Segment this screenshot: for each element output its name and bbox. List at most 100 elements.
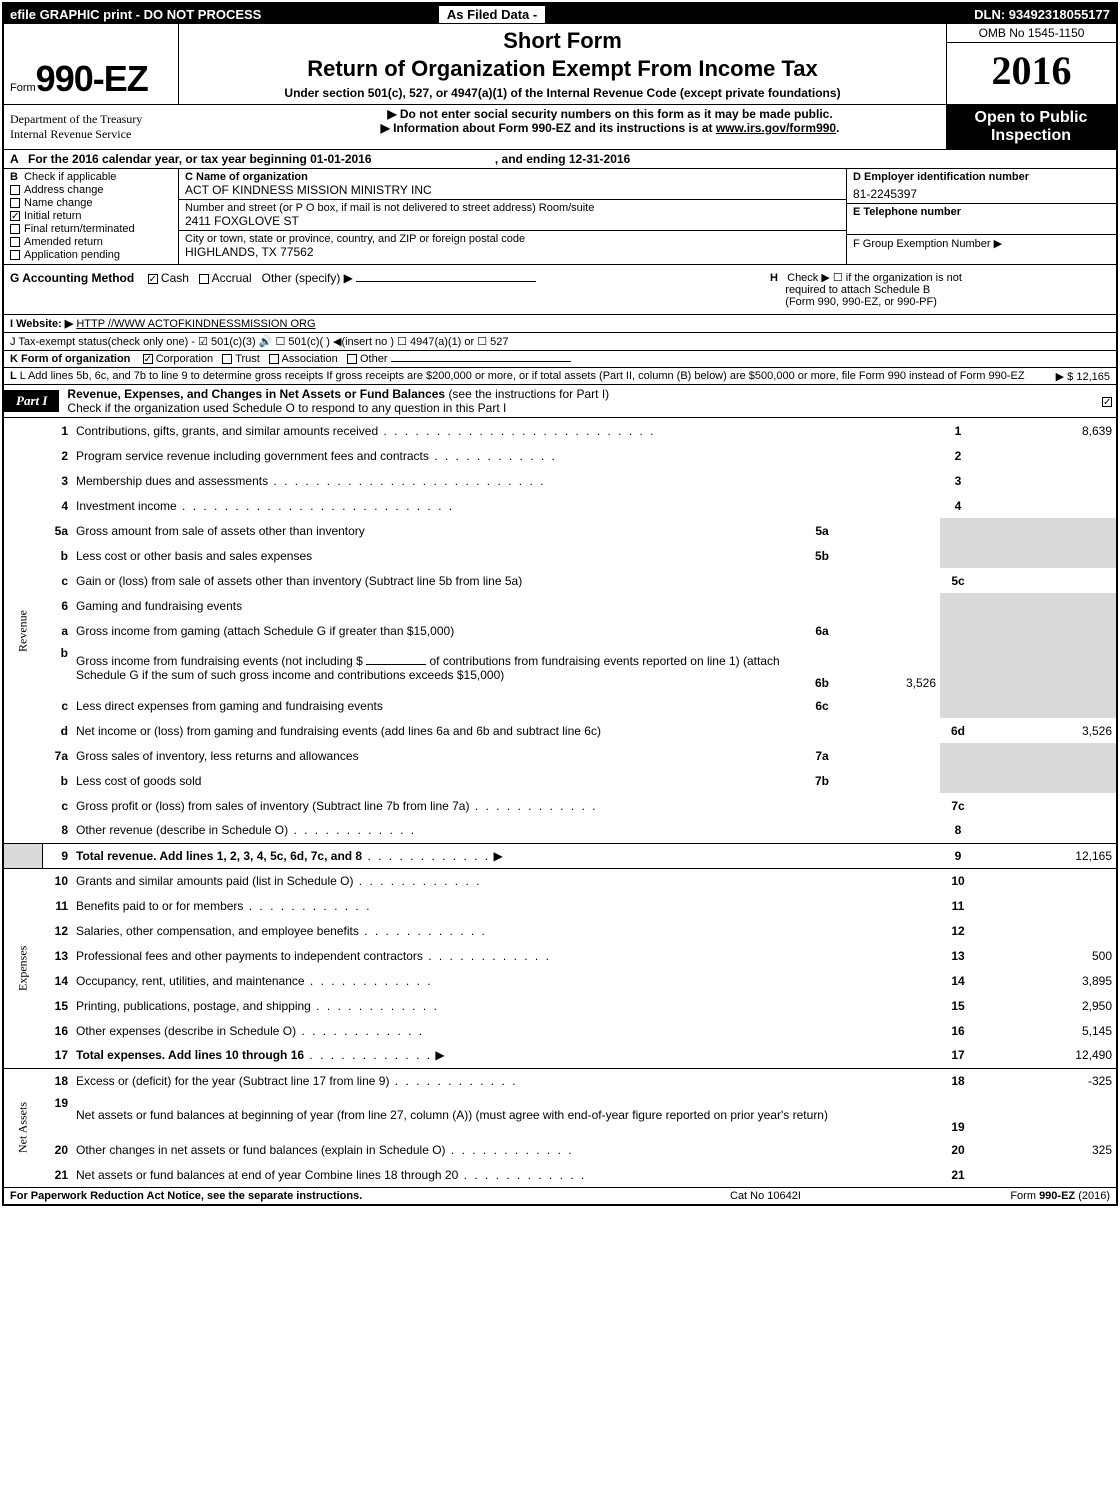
row-k-org-form: K Form of organization Corporation Trust… (4, 351, 1116, 368)
line-6a-val (840, 618, 940, 643)
as-filed-label: As Filed Data - (438, 5, 546, 24)
block-f-group: F Group Exemption Number ▶ (847, 235, 1116, 252)
line-5c-val (976, 568, 1116, 593)
org-name-row: C Name of organization ACT OF KINDNESS M… (179, 169, 846, 200)
header-right-box: OMB No 1545-1150 2016 (946, 24, 1116, 104)
line-5a-val (840, 518, 940, 543)
line-2-val (976, 443, 1116, 468)
part-check-icon[interactable] (1094, 394, 1116, 408)
other-org-input[interactable] (391, 361, 571, 362)
line-5b-val (840, 543, 940, 568)
line-13-desc: Professional fees and other payments to … (72, 943, 940, 968)
chk-address-change[interactable]: Address change (10, 184, 172, 196)
row-g: G Accounting Method Cash Accrual Other (… (10, 271, 750, 308)
chk-trust[interactable] (222, 354, 232, 364)
line-6c-desc: Less direct expenses from gaming and fun… (72, 693, 804, 718)
line-21-desc: Net assets or fund balances at end of ye… (72, 1162, 940, 1187)
row-a-tax-year: A For the 2016 calendar year, or tax yea… (4, 150, 1116, 169)
row-i-website: I Website: ▶ HTTP //WWW ACTOFKINDNESSMIS… (4, 315, 1116, 333)
header-row-1: Form990-EZ Short Form Return of Organiza… (4, 24, 1116, 105)
footer: For Paperwork Reduction Act Notice, see … (4, 1187, 1116, 1204)
row-h: H Check ▶ ☐ if the organization is not r… (770, 271, 1110, 308)
chk-cash[interactable] (148, 274, 158, 284)
form-990ez: efile GRAPHIC print - DO NOT PROCESS As … (2, 2, 1118, 1206)
line-13-val: 500 (976, 943, 1116, 968)
org-address-row: Number and street (or P O box, if mail i… (179, 200, 846, 231)
line-9-val: 12,165 (976, 843, 1116, 868)
chk-amended-return[interactable]: Amended return (10, 236, 172, 248)
instr-info: ▶ Information about Form 990-EZ and its … (276, 121, 944, 135)
line-4-val (976, 493, 1116, 518)
sidelabel-expenses: Expenses (4, 868, 42, 1068)
row-l-gross-receipts: L L Add lines 5b, 6c, and 7b to line 9 t… (4, 368, 1116, 384)
line-17-val: 12,490 (976, 1043, 1116, 1068)
org-name: ACT OF KINDNESS MISSION MINISTRY INC (185, 183, 840, 197)
omb-number: OMB No 1545-1150 (947, 24, 1116, 43)
line-6d-val: 3,526 (976, 718, 1116, 743)
footer-paperwork: For Paperwork Reduction Act Notice, see … (10, 1190, 730, 1202)
other-specify-input[interactable] (356, 281, 536, 282)
line-11-val (976, 893, 1116, 918)
short-form-label: Short Form (187, 28, 938, 54)
line-8-desc: Other revenue (describe in Schedule O) (72, 818, 940, 843)
tax-year: 2016 (947, 43, 1116, 98)
line-6-desc: Gaming and fundraising events (72, 593, 940, 618)
form-number-box: Form990-EZ (4, 24, 179, 104)
form-number: 990-EZ (36, 58, 148, 99)
line-17-desc: Total expenses. Add lines 10 through 16 … (72, 1043, 940, 1068)
line-20-val: 325 (976, 1137, 1116, 1162)
line-7c-val (976, 793, 1116, 818)
dln: DLN: 93492318055177 (968, 5, 1116, 24)
footer-catno: Cat No 10642I (730, 1190, 930, 1202)
org-city-row: City or town, state or province, country… (179, 231, 846, 261)
line-1-desc: Contributions, gifts, grants, and simila… (72, 418, 940, 443)
part-i-header: Part I Revenue, Expenses, and Changes in… (4, 384, 1116, 418)
line-9-desc: Total revenue. Add lines 1, 2, 3, 4, 5c,… (72, 843, 940, 868)
open-public-inspection: Open to Public Inspection (946, 105, 1116, 149)
dept-irs: Internal Revenue Service (10, 127, 268, 142)
line-18-val: -325 (976, 1068, 1116, 1093)
line-7a-desc: Gross sales of inventory, less returns a… (72, 743, 804, 768)
line-19-desc: Net assets or fund balances at beginning… (72, 1093, 940, 1137)
line-18-desc: Excess or (deficit) for the year (Subtra… (72, 1068, 940, 1093)
chk-name-change[interactable]: Name change (10, 197, 172, 209)
line-8-val (976, 818, 1116, 843)
website-value[interactable]: HTTP //WWW ACTOFKINDNESSMISSION ORG (76, 318, 315, 330)
line-2-desc: Program service revenue including govern… (72, 443, 940, 468)
org-address: 2411 FOXGLOVE ST (185, 214, 840, 228)
instructions-box: ▶ Do not enter social security numbers o… (274, 105, 946, 149)
line-19-val (976, 1093, 1116, 1137)
line-6a-desc: Gross income from gaming (attach Schedul… (72, 618, 804, 643)
chk-corporation[interactable] (143, 354, 153, 364)
form-prefix: Form (10, 82, 36, 94)
line-6c-val (840, 693, 940, 718)
chk-accrual[interactable] (199, 274, 209, 284)
line-6b-val: 3,526 (840, 643, 940, 693)
chk-association[interactable] (269, 354, 279, 364)
header-title-box: Short Form Return of Organization Exempt… (179, 24, 946, 104)
block-e-phone: E Telephone number (847, 204, 1116, 235)
line-21-val (976, 1162, 1116, 1187)
instr-ssn: ▶ Do not enter social security numbers o… (276, 107, 944, 121)
line-10-desc: Grants and similar amounts paid (list in… (72, 868, 940, 893)
line-14-val: 3,895 (976, 968, 1116, 993)
line-5a-desc: Gross amount from sale of assets other t… (72, 518, 804, 543)
dept-treasury: Department of the Treasury (10, 112, 268, 127)
chk-other-org[interactable] (347, 354, 357, 364)
sidelabel-revenue: Revenue (4, 418, 42, 843)
line-16-val: 5,145 (976, 1018, 1116, 1043)
part-title: Revenue, Expenses, and Changes in Net As… (59, 385, 1094, 417)
chk-final-return[interactable]: Final return/terminated (10, 223, 172, 235)
line-7a-val (840, 743, 940, 768)
line-7c-desc: Gross profit or (loss) from sales of inv… (72, 793, 940, 818)
line-5b-desc: Less cost or other basis and sales expen… (72, 543, 804, 568)
line-20-desc: Other changes in net assets or fund bala… (72, 1137, 940, 1162)
chk-application-pending[interactable]: Application pending (10, 249, 172, 261)
line-4-desc: Investment income (72, 493, 940, 518)
efile-notice: efile GRAPHIC print - DO NOT PROCESS (4, 5, 438, 24)
irs-link[interactable]: www.irs.gov/form990 (716, 121, 836, 135)
chk-initial-return[interactable]: Initial return (10, 210, 172, 222)
department-box: Department of the Treasury Internal Reve… (4, 105, 274, 149)
block-bcd: B Check if applicable Address change Nam… (4, 169, 1116, 265)
org-city: HIGHLANDS, TX 77562 (185, 245, 840, 259)
